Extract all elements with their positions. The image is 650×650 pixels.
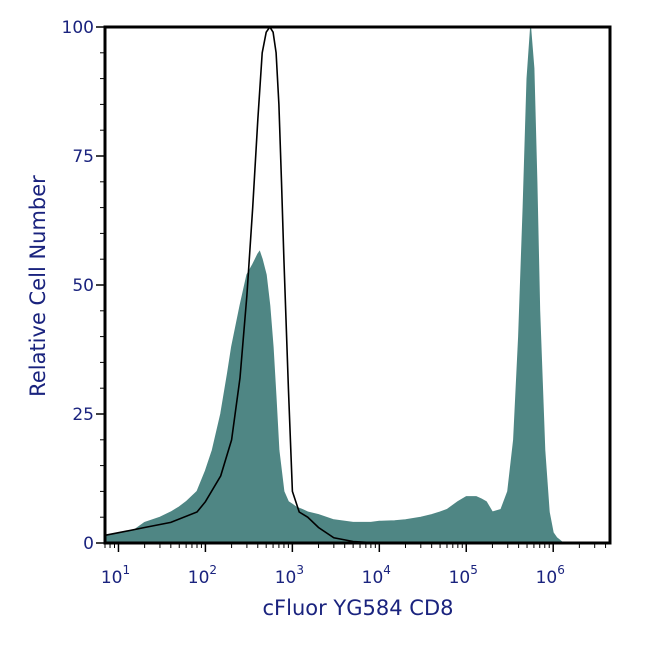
x-tick-label: 105 bbox=[449, 563, 478, 588]
outline-histogram-series bbox=[104, 25, 380, 544]
y-tick-label: 0 bbox=[83, 534, 94, 554]
y-tick-label: 100 bbox=[62, 18, 94, 38]
x-tick-label: 101 bbox=[101, 563, 130, 588]
y-tick-label: 75 bbox=[72, 147, 94, 167]
x-axis-ticks: 101 102 103 104 105 106 bbox=[101, 543, 607, 588]
y-tick-label: 25 bbox=[72, 405, 94, 425]
x-axis-title: cFluor YG584 CD8 bbox=[263, 596, 454, 620]
x-tick-label: 104 bbox=[362, 563, 391, 588]
x-tick-label: 103 bbox=[275, 563, 304, 588]
y-axis-ticks: 0 25 50 75 100 bbox=[62, 18, 105, 554]
y-tick-label: 50 bbox=[72, 276, 94, 296]
data-layer bbox=[104, 25, 565, 544]
filled-histogram-series bbox=[104, 26, 565, 544]
x-tick-label: 102 bbox=[188, 563, 217, 588]
x-tick-label: 106 bbox=[536, 563, 565, 588]
y-axis-title: Relative Cell Number bbox=[26, 175, 50, 397]
